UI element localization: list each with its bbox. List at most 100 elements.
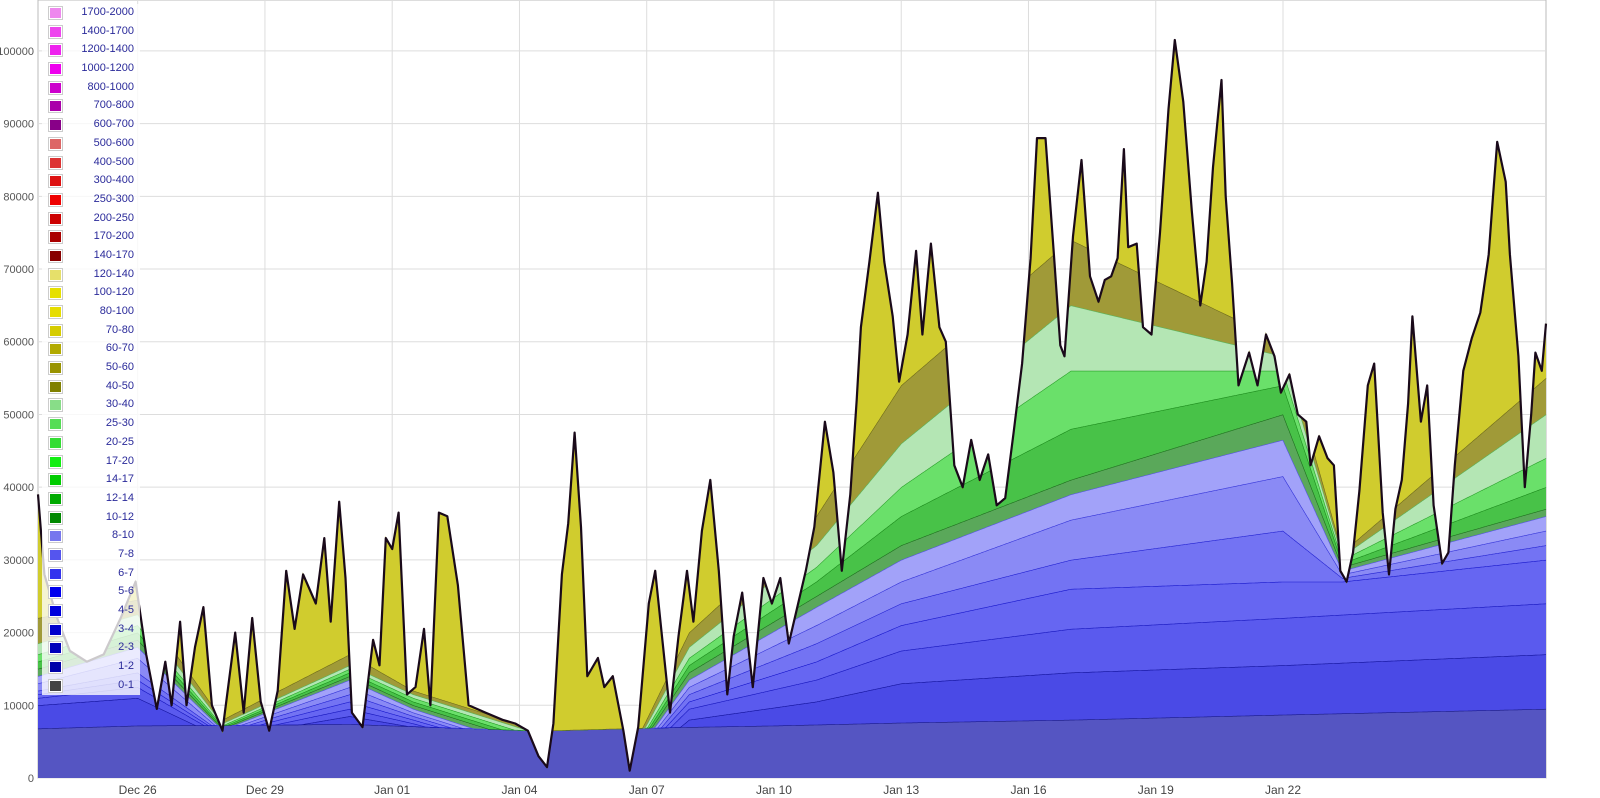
legend-label: 20-25 [105,435,134,448]
legend-item[interactable]: 80-100 [42,303,140,322]
legend-label: 60-70 [105,342,134,355]
legend-item[interactable]: 40-50 [42,378,140,397]
legend-swatch [49,511,62,524]
legend-item[interactable]: 200-250 [42,210,140,229]
legend-swatch [49,642,62,655]
legend-label: 500-600 [93,136,134,149]
legend-item[interactable]: 1000-1200 [42,60,140,79]
legend-swatch [49,362,62,375]
x-tick-label: Jan 19 [1138,783,1174,797]
legend-swatch [49,492,62,505]
x-tick-label: Jan 01 [374,783,410,797]
legend-item[interactable]: 4-5 [42,602,140,621]
legend-swatch [49,399,62,412]
legend-item[interactable]: 17-20 [42,453,140,472]
legend-item[interactable]: 0-1 [42,677,140,696]
y-tick-label: 0 [28,773,34,785]
legend-item[interactable]: 250-300 [42,191,140,210]
legend-swatch [49,661,62,674]
legend-label: 50-60 [105,361,134,374]
legend-swatch [49,231,62,244]
legend-label: 250-300 [93,192,134,205]
legend-item[interactable]: 25-30 [42,415,140,434]
legend-swatch [49,343,62,356]
legend-swatch [49,455,62,468]
legend-item[interactable]: 2-3 [42,639,140,658]
legend-item[interactable]: 12-14 [42,490,140,509]
legend-label: 14-17 [105,473,134,486]
legend-swatch [49,324,62,337]
legend-swatch [49,474,62,487]
legend-label: 1200-1400 [81,43,134,56]
legend-swatch [49,212,62,225]
area-2-3 [38,603,1546,771]
legend-label: 12-14 [105,491,134,504]
legend-label: 25-30 [105,417,134,430]
legend-item[interactable]: 500-600 [42,135,140,154]
legend-item[interactable]: 140-170 [42,247,140,266]
legend-item[interactable]: 100-120 [42,284,140,303]
legend-swatch [49,380,62,393]
legend-swatch [49,306,62,318]
axes: 0 10000 20000 30000 40000 50000 60000 70000 8000… [0,46,1301,797]
x-tick-label: Dec 26 [119,783,157,797]
legend-label: 600-700 [93,118,134,131]
legend-label: 30-40 [105,398,134,411]
legend-label: 170-200 [93,230,134,243]
legend-label: 3-4 [118,622,134,635]
legend-item[interactable]: 70-80 [42,322,140,341]
legend-label: 2-3 [118,641,134,654]
legend-swatch [49,81,62,94]
legend-item[interactable]: 700-800 [42,97,140,116]
legend-swatch [49,623,62,636]
legend-item[interactable]: 1400-1700 [42,23,140,42]
legend-item[interactable]: 400-500 [42,154,140,173]
y-tick-label: 10000 [3,700,34,712]
legend-item[interactable]: 1700-2000 [42,4,140,23]
legend-item[interactable]: 10-12 [42,509,140,528]
legend-item[interactable]: 120-140 [42,266,140,285]
y-tick-label: 20000 [3,628,34,640]
legend-label: 40-50 [105,379,134,392]
legend-item[interactable]: 1-2 [42,658,140,677]
legend-item[interactable]: 8-10 [42,527,140,546]
legend-label: 17-20 [105,454,134,467]
legend-swatch [49,586,62,599]
legend-item[interactable]: 800-1000 [42,79,140,98]
legend-item[interactable]: 5-6 [42,583,140,602]
legend-item[interactable]: 20-25 [42,434,140,453]
legend-item[interactable]: 1200-1400 [42,41,140,60]
legend-swatch [49,268,62,281]
legend-swatch [49,25,62,38]
y-tick-label: 30000 [3,555,34,567]
legend-label: 0-1 [118,678,134,691]
legend-item[interactable]: 50-60 [42,359,140,378]
area-3-4 [38,559,1546,771]
legend-swatch [49,679,62,692]
legend-label: 5-6 [118,585,134,598]
legend-item[interactable]: 30-40 [42,396,140,415]
legend-item[interactable]: 300-400 [42,172,140,191]
legend-label: 6-7 [118,566,134,579]
legend-swatch [49,567,62,580]
legend-item[interactable]: 3-4 [42,621,140,640]
legend-item[interactable]: 170-200 [42,228,140,247]
y-tick-label: 90000 [3,119,34,131]
legend-item[interactable]: 60-70 [42,340,140,359]
legend-swatch [49,119,62,132]
y-tick-label: 70000 [3,264,34,276]
legend-label: 10-12 [105,510,134,523]
legend-label: 4-5 [118,604,134,616]
legend-item[interactable]: 7-8 [42,546,140,565]
legend-item[interactable]: 600-700 [42,116,140,135]
legend-swatch [49,156,62,169]
legend-item[interactable]: 14-17 [42,471,140,490]
legend-label: 80-100 [99,305,134,317]
area-1-2 [38,654,1546,771]
legend-item[interactable]: 6-7 [42,565,140,584]
legend-label: 1000-1200 [81,62,134,75]
legend-label: 1700-2000 [81,6,134,18]
y-tick-label: 60000 [3,337,34,349]
y-tick-label: 80000 [3,191,34,203]
legend-swatch [49,418,62,431]
